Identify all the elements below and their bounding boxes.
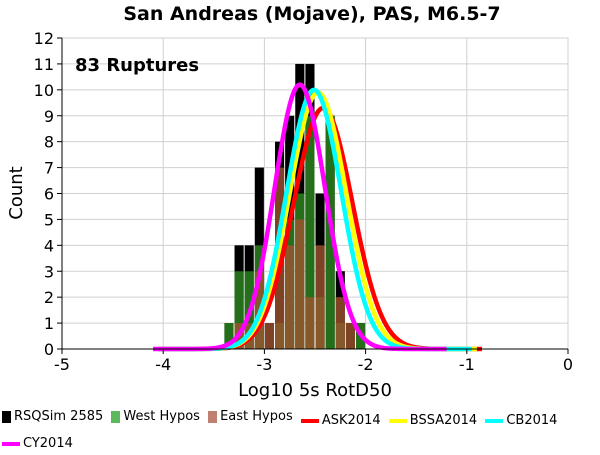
x-tick-label: -4 — [155, 355, 171, 374]
y-tick-label: 11 — [34, 55, 54, 74]
y-tick-label: 9 — [44, 107, 54, 126]
y-tick-label: 3 — [44, 262, 54, 281]
bar-west-hypos — [305, 115, 315, 349]
bar-east-hypos — [264, 323, 275, 349]
y-tick-label: 0 — [44, 340, 54, 359]
legend-item-cb2014: CB2014 — [485, 410, 557, 432]
legend-swatch-west-hypos — [111, 411, 121, 423]
x-tick-label: -3 — [256, 355, 272, 374]
y-tick-label: 1 — [44, 314, 54, 333]
bar-east-hypos — [275, 167, 285, 349]
legend-item-west-hypos: West Hypos — [111, 406, 200, 428]
legend-item-cy2014: CY2014 — [2, 433, 73, 455]
y-tick-label: 2 — [44, 288, 54, 307]
legend-label-rsqsim: RSQSim 2585 — [14, 409, 104, 424]
legend-label-cb2014: CB2014 — [506, 413, 558, 428]
legend-swatch-cb2014 — [485, 419, 504, 423]
y-tick-label: 7 — [44, 159, 54, 178]
bar-east-hypos — [335, 297, 345, 349]
legend-swatch-rsqsim — [2, 411, 11, 423]
legend-item-ask2014: ASK2014 — [300, 410, 381, 432]
x-axis-label: Log10 5s RotD50 — [238, 380, 392, 401]
legend-swatch-east-hypos — [208, 411, 218, 423]
x-tick-label: -5 — [54, 355, 70, 374]
legend-label-ask2014: ASK2014 — [321, 413, 381, 428]
y-tick-label: 8 — [44, 133, 54, 152]
y-tick-label: 10 — [34, 81, 54, 100]
y-tick-label: 6 — [44, 185, 54, 204]
x-tick-label: -1 — [459, 355, 475, 374]
legend-label-bssa2014: BSSA2014 — [409, 413, 478, 428]
legend-item-east-hypos: East Hypos — [208, 406, 293, 428]
legend-label-west-hypos: West Hypos — [123, 409, 200, 424]
bar-east-hypos — [345, 323, 355, 349]
legend-swatch-cy2014 — [2, 442, 20, 446]
x-tick-label: -2 — [358, 355, 374, 374]
x-tick-label: 0 — [563, 355, 573, 374]
y-tick-label: 12 — [34, 29, 54, 48]
y-axis-label: Count — [6, 166, 27, 219]
bar-east-hypos — [295, 219, 305, 349]
bar-west-hypos — [234, 271, 244, 349]
bar-east-hypos — [315, 245, 325, 349]
legend: RSQSim 2585 West Hypos East Hypos ASK201… — [2, 406, 598, 455]
bar-west-hypos — [224, 323, 234, 349]
legend-label-cy2014: CY2014 — [23, 436, 73, 451]
bar-east-hypos — [285, 245, 295, 349]
legend-swatch-ask2014 — [300, 419, 319, 423]
chart-title: San Andreas (Mojave), PAS, M6.5-7 — [123, 3, 500, 25]
annotation-ruptures: 83 Ruptures — [75, 55, 199, 76]
legend-label-east-hypos: East Hypos — [220, 409, 293, 424]
legend-item-bssa2014: BSSA2014 — [388, 410, 478, 432]
y-tick-label: 5 — [44, 210, 54, 229]
bar-east-hypos — [305, 297, 315, 349]
y-tick-label: 4 — [44, 236, 54, 255]
legend-item-rsqsim: RSQSim 2585 — [2, 406, 103, 428]
legend-swatch-bssa2014 — [388, 419, 407, 423]
